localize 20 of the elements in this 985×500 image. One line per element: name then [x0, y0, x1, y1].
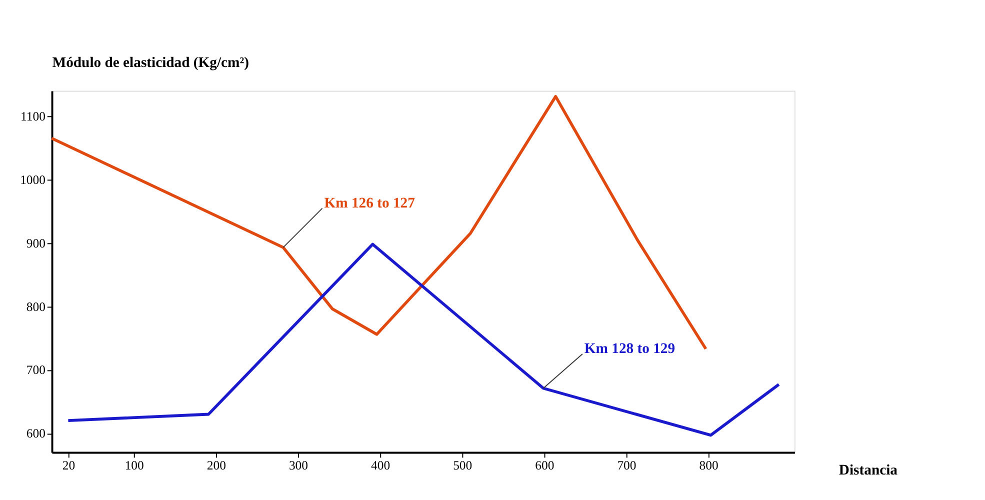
x-tick-label: 600	[535, 458, 554, 472]
text: Km 126 to 127	[324, 195, 415, 212]
x-tick-label: 20	[62, 458, 76, 472]
x-axis-title: Distancia	[838, 462, 898, 478]
y-tick-label: 1000	[20, 172, 46, 187]
x-tick-label: 400	[371, 458, 390, 472]
x-tick-label: 100	[124, 458, 144, 472]
y-tick-label: 1100	[20, 110, 46, 124]
x-tick-label: 500	[453, 458, 472, 472]
y-tick-label: 700	[26, 363, 46, 378]
y-axis-title: Módulo de elasticidad (Kg/cm²)	[52, 54, 250, 71]
x-tick-label: 700	[617, 458, 636, 472]
y-tick-label: 800	[26, 300, 46, 314]
x-tick-label: 200	[206, 458, 226, 472]
y-tick-label: 900	[26, 236, 46, 250]
text: Km 128 to 129	[584, 341, 676, 358]
y-tick-label: 600	[26, 426, 46, 441]
line-series	[66, 242, 780, 437]
x-tick-label: 800	[699, 458, 718, 472]
x-tick-label: 300	[288, 458, 308, 472]
